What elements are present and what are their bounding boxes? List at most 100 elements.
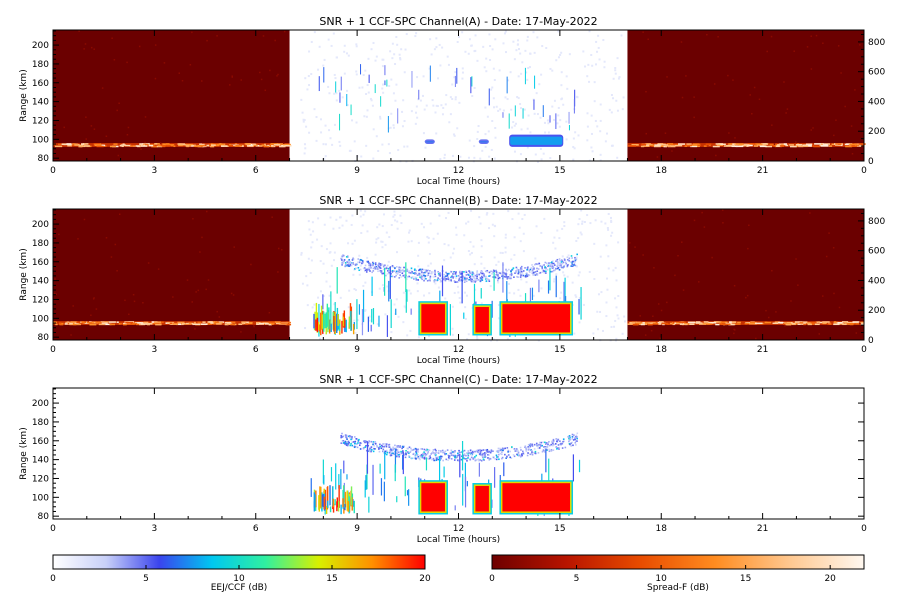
vertical-streak: [356, 299, 358, 330]
arc-pixel: [496, 272, 498, 274]
clutter-streak: [320, 305, 323, 330]
noise-pixel: [359, 264, 362, 267]
noise-pixel: [402, 99, 405, 102]
spread-f-speckle: [751, 112, 753, 115]
arc-pixel: [520, 449, 522, 451]
arc-pixel: [518, 454, 520, 457]
noise-pixel: [597, 34, 600, 37]
noise-pixel: [497, 281, 500, 284]
noise-pixel: [615, 337, 618, 340]
arc-pixel: [561, 442, 564, 445]
arc-pixel: [386, 451, 389, 454]
arc-pixel: [451, 451, 454, 453]
arc-pixel: [370, 446, 373, 448]
arc-pixel: [415, 272, 418, 275]
arc-pixel: [486, 448, 489, 451]
arc-pixel: [519, 271, 522, 274]
arc-pixel: [415, 452, 418, 455]
vertical-streak: [480, 288, 482, 299]
arc-pixel: [372, 262, 375, 265]
arc-pixel: [474, 274, 477, 277]
arc-pixel: [452, 276, 454, 279]
vertical-streak: [364, 480, 366, 498]
noise-pixel: [449, 113, 452, 116]
arc-pixel: [460, 279, 463, 281]
noise-pixel: [521, 271, 524, 274]
arc-pixel: [517, 272, 520, 275]
arc-pixel: [379, 267, 382, 270]
noise-pixel: [610, 326, 613, 329]
arc-pixel: [405, 449, 407, 452]
spread-f-streak: [125, 321, 134, 324]
arc-pixel: [363, 440, 366, 442]
x-tick-label: 18: [656, 524, 668, 534]
arc-pixel: [476, 277, 478, 280]
noise-pixel: [556, 122, 559, 125]
arc-pixel: [529, 445, 532, 448]
spread-f-streak: [658, 321, 664, 323]
noise-pixel: [341, 257, 344, 260]
spread-f-streak: [278, 143, 284, 145]
noise-pixel: [369, 97, 372, 100]
spread-f-speckle: [77, 238, 79, 240]
spread-f-streak: [657, 143, 664, 145]
noise-pixel: [449, 96, 452, 99]
spread-f-speckle: [90, 46, 93, 49]
arc-pixel: [417, 450, 419, 452]
noise-pixel: [472, 245, 475, 248]
arc-pixel: [515, 266, 518, 269]
y2-tick-label: 600: [868, 247, 885, 257]
noise-pixel: [469, 253, 472, 256]
arc-pixel: [470, 456, 473, 459]
arc-pixel: [475, 280, 478, 282]
arc-pixel: [340, 434, 342, 437]
spread-f-streak: [803, 144, 806, 147]
arc-pixel: [368, 268, 370, 271]
spread-f-streak: [829, 145, 833, 147]
noise-pixel: [454, 98, 457, 101]
y-tick-label: 120: [32, 116, 49, 126]
arc-pixel: [382, 443, 384, 445]
arc-pixel: [522, 274, 525, 277]
noise-pixel: [454, 71, 457, 74]
noise-pixel: [614, 67, 617, 70]
noise-pixel: [374, 253, 377, 256]
noise-pixel: [303, 119, 306, 122]
noise-pixel: [494, 136, 497, 139]
spread-f-streak: [174, 323, 183, 325]
arc-pixel: [351, 262, 354, 265]
spread-f-speckle: [216, 310, 218, 313]
spread-f-streak: [234, 145, 241, 147]
vertical-streak: [470, 77, 472, 94]
spread-f-streak: [737, 321, 741, 324]
noise-pixel: [563, 225, 566, 228]
vertical-streak: [449, 304, 451, 336]
spread-f-streak: [155, 143, 161, 145]
arc-pixel: [433, 452, 436, 455]
clutter-streak: [318, 500, 321, 512]
noise-pixel: [533, 112, 536, 115]
spread-f-streak: [122, 322, 130, 325]
noise-pixel: [402, 291, 405, 294]
arc-pixel: [556, 261, 559, 263]
arc-pixel: [441, 455, 444, 458]
spread-f-speckle: [770, 35, 773, 38]
arc-pixel: [409, 276, 412, 279]
spread-f-streak: [715, 323, 720, 326]
spread-f-speckle: [642, 254, 644, 256]
arc-pixel: [459, 270, 461, 273]
arc-pixel: [496, 279, 499, 282]
arc-pixel: [487, 453, 489, 456]
spread-f-streak: [226, 323, 232, 325]
noise-pixel: [320, 131, 323, 134]
arc-pixel: [548, 262, 550, 264]
spread-f-streak: [263, 143, 266, 146]
arc-pixel: [385, 453, 388, 456]
clutter-streak: [319, 486, 321, 508]
noise-pixel: [513, 292, 516, 295]
arc-pixel: [388, 451, 391, 454]
spread-f-streak: [797, 323, 801, 325]
noise-pixel: [334, 77, 337, 80]
x-tick-label: 6: [253, 166, 259, 176]
arc-pixel: [352, 441, 355, 443]
